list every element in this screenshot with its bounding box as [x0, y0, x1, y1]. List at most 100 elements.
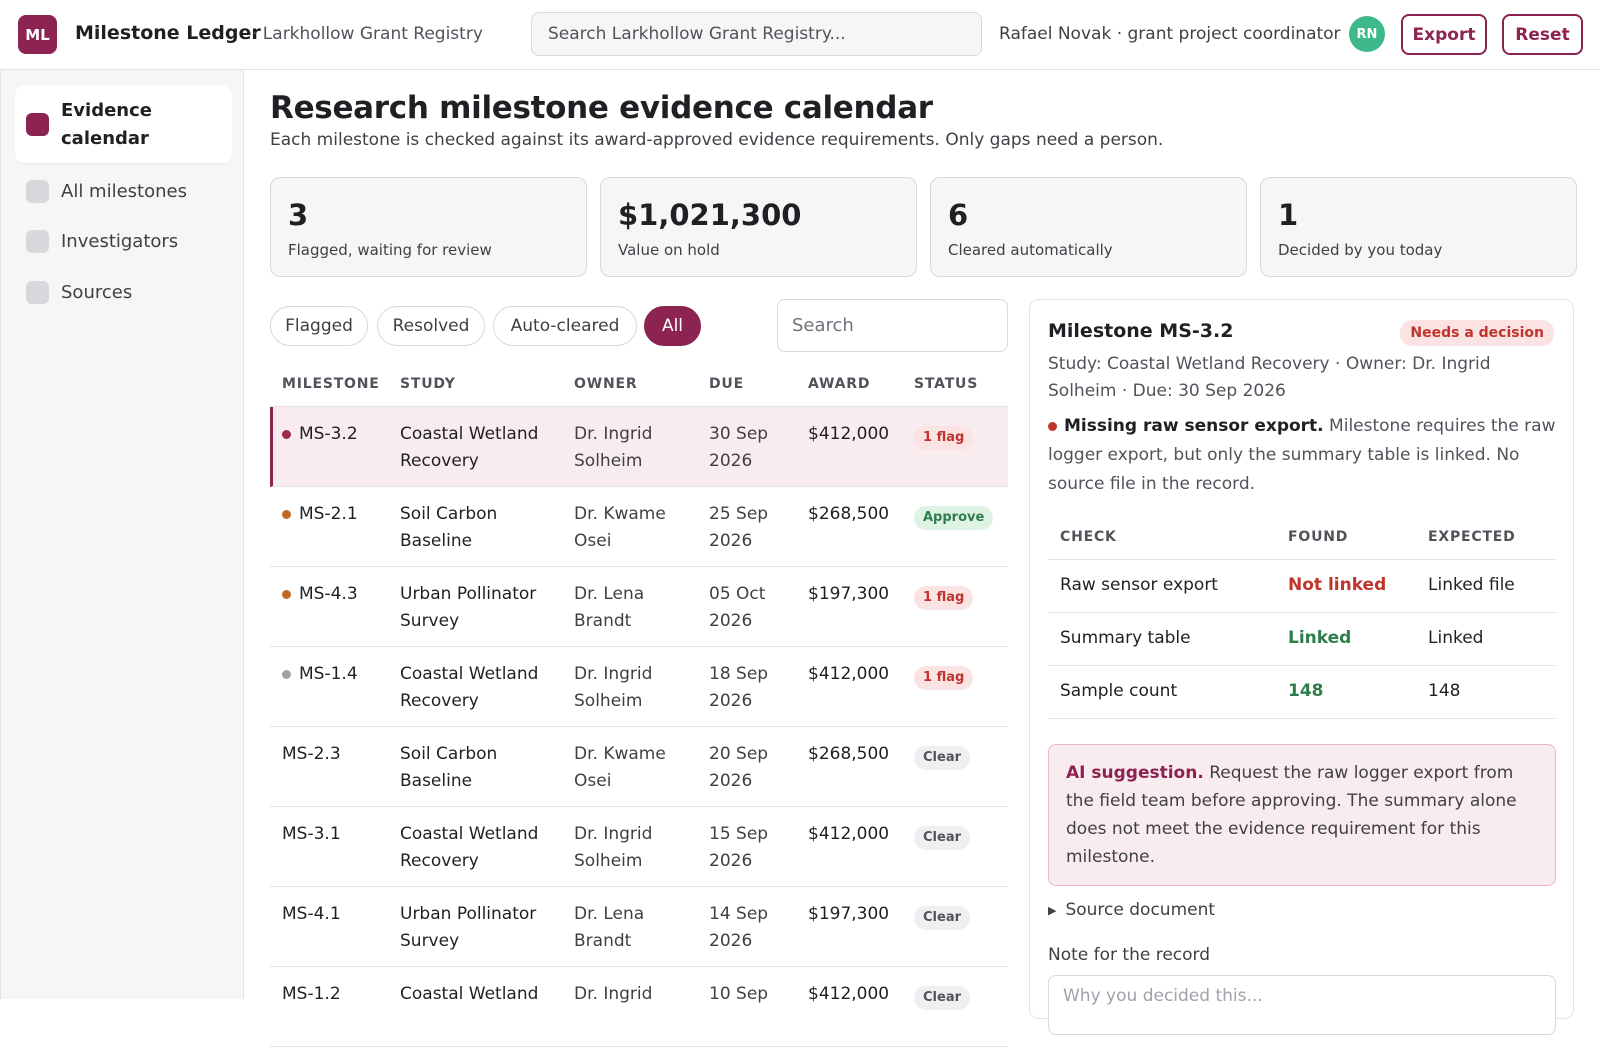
sidebar: Evidence calendar All milestones Investi… [0, 70, 244, 999]
table-row[interactable]: MS-3.1 Coastal Wetland Recovery Dr. Ingrid… [270, 807, 1008, 887]
milestone-id-cell: MS-4.1 [282, 901, 341, 928]
check-expected: Linked file [1428, 575, 1515, 595]
source-document-label: Source document [1065, 900, 1216, 920]
award-cell: $412,000 [808, 424, 890, 444]
owner-cell: Dr. Kwame Osei [574, 504, 666, 551]
check-row: Raw sensor export Not linked Linked file [1048, 560, 1556, 613]
note-textarea[interactable] [1048, 975, 1556, 1035]
check-expected: 148 [1428, 681, 1461, 701]
study-cell: Coastal Wetland Recovery [400, 424, 539, 471]
sidebar-item-investigators[interactable]: Investigators [15, 223, 232, 259]
triangle-right-icon: ▶ [1048, 903, 1057, 917]
sidebar-item-evidence-calendar[interactable]: Evidence calendar [15, 86, 232, 163]
col-header-milestone[interactable]: MILESTONE [282, 376, 380, 392]
col-header-due[interactable]: DUE [709, 376, 744, 392]
study-cell: Urban Pollinator Survey [400, 584, 537, 631]
due-cell: 20 Sep 2026 [709, 744, 769, 791]
stat-card-value-on-hold: $1,021,300 Value on hold [600, 177, 917, 277]
page-title: Research milestone evidence calendar [270, 90, 933, 126]
table-header: MILESTONE STUDY OWNER DUE AWARD STATUS [270, 362, 1008, 407]
check-expected: Linked [1428, 628, 1484, 648]
award-cell: $197,300 [808, 904, 890, 924]
milestone-id: MS-1.4 [299, 664, 358, 684]
milestone-id: MS-2.3 [282, 744, 341, 764]
export-button[interactable]: Export [1401, 14, 1487, 55]
milestone-id-cell: MS-4.3 [282, 581, 358, 608]
priority-dot-icon [282, 590, 291, 599]
filter-chip-auto-cleared[interactable]: Auto-cleared [493, 306, 637, 346]
stat-label: Value on hold [618, 241, 720, 259]
stat-card-flagged: 3 Flagged, waiting for review [270, 177, 587, 277]
reset-button[interactable]: Reset [1502, 14, 1583, 55]
owner-cell: Dr. Ingrid Solheim [574, 664, 653, 711]
col-header-owner[interactable]: OWNER [574, 376, 638, 392]
milestone-search-input[interactable] [777, 299, 1008, 352]
check-name: Summary table [1060, 628, 1191, 648]
app-logo: ML [18, 15, 57, 54]
status-badge: Clear [914, 986, 970, 1010]
filter-chip-flagged[interactable]: Flagged [270, 306, 368, 346]
milestone-id-cell: MS-1.2 [282, 981, 341, 1008]
filter-chip-resolved[interactable]: Resolved [377, 306, 485, 346]
registry-name: · Larkhollow Grant Registry [252, 24, 483, 44]
status-badge: 1 flag [914, 666, 974, 690]
source-document-toggle[interactable]: ▶ Source document [1048, 900, 1215, 920]
table-row[interactable]: MS-2.1 Soil Carbon Baseline Dr. Kwame Osei… [270, 487, 1008, 567]
detail-title: Milestone MS-3.2 [1048, 320, 1234, 342]
stat-value: 6 [948, 198, 969, 232]
status-cell: Approve [914, 503, 994, 530]
stat-label: Decided by you today [1278, 241, 1443, 259]
table-row[interactable]: MS-4.1 Urban Pollinator Survey Dr. Lena Br… [270, 887, 1008, 967]
status-cell: Clear [914, 983, 970, 1010]
milestone-id-cell: MS-3.1 [282, 821, 341, 848]
table-row[interactable]: MS-4.3 Urban Pollinator Survey Dr. Lena Br… [270, 567, 1008, 647]
sidebar-item-all-milestones[interactable]: All milestones [15, 173, 232, 209]
priority-dot-icon [282, 670, 291, 679]
sidebar-item-label: Evidence calendar [61, 99, 152, 149]
global-search-input[interactable] [531, 12, 982, 56]
owner-cell: Dr. Ingrid Solheim [574, 824, 653, 871]
award-cell: $412,000 [808, 984, 890, 1004]
table-row[interactable]: MS-3.2 Coastal Wetland Recovery Dr. Ingrid… [270, 407, 1008, 487]
col-header-study[interactable]: STUDY [400, 376, 456, 392]
col-header-award[interactable]: AWARD [808, 376, 871, 392]
due-cell: 30 Sep 2026 [709, 424, 769, 471]
priority-dot-icon [282, 510, 291, 519]
status-cell: Clear [914, 903, 970, 930]
user-avatar[interactable]: RN [1349, 16, 1385, 52]
check-name: Sample count [1060, 681, 1178, 701]
award-cell: $197,300 [808, 584, 890, 604]
status-cell: Clear [914, 823, 970, 850]
ai-suggestion-text: Request the raw logger export from the f… [1066, 763, 1517, 867]
investigators-icon [26, 229, 49, 253]
due-cell: 18 Sep 2026 [709, 664, 769, 711]
stat-card-decided-today: 1 Decided by you today [1260, 177, 1577, 277]
stat-value: 1 [1278, 198, 1299, 232]
app-title: Milestone Ledger [75, 22, 261, 44]
stat-value: 3 [288, 198, 309, 232]
check-row: Summary table Linked Linked [1048, 613, 1556, 666]
check-row: Sample count 148 148 [1048, 666, 1556, 719]
col-header-check: CHECK [1060, 529, 1117, 545]
alert-dot-icon [1048, 421, 1057, 431]
table-row[interactable]: MS-2.3 Soil Carbon Baseline Dr. Kwame Osei… [270, 727, 1008, 807]
milestone-id: MS-4.1 [282, 904, 341, 924]
current-user: Rafael Novak · grant project coordinator [999, 24, 1341, 44]
owner-cell: Dr. Ingrid [574, 984, 653, 1004]
table-row[interactable]: MS-1.4 Coastal Wetland Recovery Dr. Ingrid… [270, 647, 1008, 727]
table-row[interactable]: MS-1.2 Coastal Wetland Dr. Ingrid 10 Sep $41… [270, 967, 1008, 1047]
sidebar-item-sources[interactable]: Sources [15, 274, 232, 310]
milestone-id: MS-2.1 [299, 504, 358, 524]
due-cell: 10 Sep [709, 984, 769, 1004]
priority-dot-icon [282, 430, 291, 439]
study-cell: Soil Carbon Baseline [400, 744, 498, 791]
col-header-status[interactable]: STATUS [914, 376, 979, 392]
owner-cell: Dr. Kwame Osei [574, 744, 666, 791]
milestone-id-cell: MS-3.2 [282, 421, 358, 448]
stat-value: $1,021,300 [618, 198, 802, 232]
study-cell: Coastal Wetland Recovery [400, 824, 539, 871]
filter-chip-all[interactable]: All [644, 306, 701, 346]
status-badge: Clear [914, 746, 970, 770]
check-name: Raw sensor export [1060, 575, 1218, 595]
col-header-expected: EXPECTED [1428, 529, 1516, 545]
